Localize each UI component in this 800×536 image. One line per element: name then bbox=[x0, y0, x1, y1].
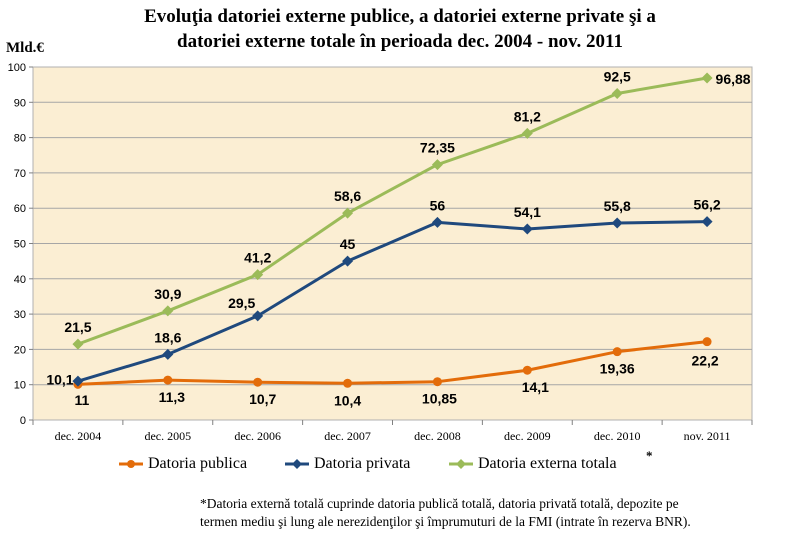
data-point-total bbox=[431, 159, 443, 171]
data-point-private bbox=[72, 375, 84, 387]
x-tick-label: dec. 2010 bbox=[594, 429, 641, 443]
chart-title-line-1: Evoluţia datoriei externe publice, a dat… bbox=[144, 6, 656, 27]
data-label-total: 21,5 bbox=[64, 319, 91, 335]
data-label-private: 45 bbox=[340, 236, 356, 252]
data-point-public bbox=[253, 377, 263, 387]
data-label-private: 11 bbox=[75, 392, 90, 408]
x-tick-label: dec. 2008 bbox=[414, 429, 461, 443]
y-tick-label: 50 bbox=[14, 239, 26, 251]
y-axis-label: Mld.€ bbox=[6, 40, 44, 56]
chart-legend: Datoria publica Datoria privata Datoria … bbox=[118, 455, 678, 479]
x-tick-label: dec. 2004 bbox=[55, 429, 102, 443]
data-point-private bbox=[342, 255, 354, 267]
y-tick-label: 40 bbox=[14, 274, 26, 286]
y-tick-label: 100 bbox=[8, 62, 26, 74]
data-point-public bbox=[612, 347, 622, 357]
data-point-total bbox=[72, 338, 84, 350]
data-point-total bbox=[611, 87, 623, 99]
data-label-public: 10,7 bbox=[249, 391, 276, 407]
data-label-public: 11,3 bbox=[159, 389, 186, 405]
x-tick-label: dec. 2006 bbox=[234, 429, 281, 443]
data-point-private bbox=[431, 216, 443, 228]
data-label-total: 96,88 bbox=[716, 71, 751, 87]
y-tick-label: 30 bbox=[14, 309, 26, 321]
data-label-total: 92,5 bbox=[604, 68, 631, 84]
data-label-public: 10,85 bbox=[422, 391, 457, 407]
y-tick-label: 0 bbox=[20, 415, 26, 427]
x-tick-label: dec. 2009 bbox=[504, 429, 551, 443]
data-point-total bbox=[342, 207, 354, 219]
legend-label-public: Datoria publica bbox=[148, 455, 248, 472]
series-line-public bbox=[77, 340, 708, 386]
y-tick-label: 70 bbox=[14, 168, 26, 180]
legend-marker-total bbox=[449, 459, 473, 469]
data-label-private: 55,8 bbox=[604, 198, 631, 214]
chart-title-line-2: datoriei externe totale în perioada dec.… bbox=[177, 31, 623, 52]
data-label-private: 29,5 bbox=[228, 295, 255, 311]
data-point-public bbox=[343, 378, 353, 388]
data-point-total bbox=[521, 127, 533, 139]
data-label-private: 18,6 bbox=[154, 329, 181, 345]
legend-item-total: Datoria externa totala bbox=[448, 455, 617, 473]
legend-item-public: Datoria publica bbox=[118, 455, 247, 473]
y-tick-label: 20 bbox=[14, 344, 26, 356]
y-tick-label: 80 bbox=[14, 133, 26, 145]
series-line-total bbox=[77, 76, 708, 346]
data-label-public: 19,36 bbox=[600, 361, 635, 377]
legend-label-total: Datoria externa totala bbox=[478, 455, 617, 472]
footnote-line-1: *Datoria externă totală cuprinde datoria… bbox=[200, 496, 679, 511]
footnote: *Datoria externă totală cuprinde datoria… bbox=[200, 495, 790, 531]
data-point-public bbox=[702, 337, 712, 347]
data-point-public bbox=[432, 377, 442, 387]
data-point-total bbox=[162, 305, 174, 317]
data-point-public bbox=[163, 375, 173, 385]
x-tick-label: dec. 2007 bbox=[324, 429, 371, 443]
data-point-total bbox=[701, 72, 713, 84]
legend-marker-private bbox=[285, 459, 309, 469]
chart-title: Evoluţia datoriei externe publice, a dat… bbox=[0, 4, 800, 54]
series-line-private bbox=[77, 220, 708, 383]
data-label-private: 54,1 bbox=[514, 204, 541, 220]
data-label-total: 30,9 bbox=[154, 286, 181, 302]
y-tick-label: 60 bbox=[14, 203, 26, 215]
data-label-total: 41,2 bbox=[244, 250, 271, 266]
footnote-line-2: termen mediu şi lung ale nerezidenţilor … bbox=[200, 514, 691, 529]
data-label-private: 56,2 bbox=[693, 197, 720, 213]
legend-footnote-star: * bbox=[646, 448, 653, 463]
y-tick-label: 90 bbox=[14, 97, 26, 109]
data-point-total bbox=[252, 269, 264, 281]
data-point-public bbox=[522, 365, 532, 375]
legend-item-private: Datoria privata bbox=[284, 455, 410, 473]
y-tick-label: 10 bbox=[14, 380, 26, 392]
data-point-private bbox=[701, 216, 713, 228]
x-tick-label: dec. 2005 bbox=[144, 429, 191, 443]
data-label-total: 72,35 bbox=[420, 140, 455, 156]
data-point-private bbox=[162, 348, 174, 360]
data-label-total: 58,6 bbox=[334, 188, 361, 204]
data-label-public: 22,2 bbox=[691, 353, 718, 369]
legend-marker-public bbox=[119, 460, 143, 468]
data-label-public: 14,1 bbox=[522, 379, 549, 395]
data-point-private bbox=[252, 310, 264, 322]
legend-label-private: Datoria privata bbox=[314, 455, 411, 472]
data-point-private bbox=[521, 223, 533, 235]
data-label-private: 56 bbox=[430, 197, 446, 213]
data-label-public: 10,1 bbox=[46, 371, 73, 387]
x-tick-label: nov. 2011 bbox=[684, 429, 731, 443]
data-point-private bbox=[611, 217, 623, 229]
data-label-total: 81,2 bbox=[514, 108, 541, 124]
data-label-public: 10,4 bbox=[334, 392, 361, 408]
